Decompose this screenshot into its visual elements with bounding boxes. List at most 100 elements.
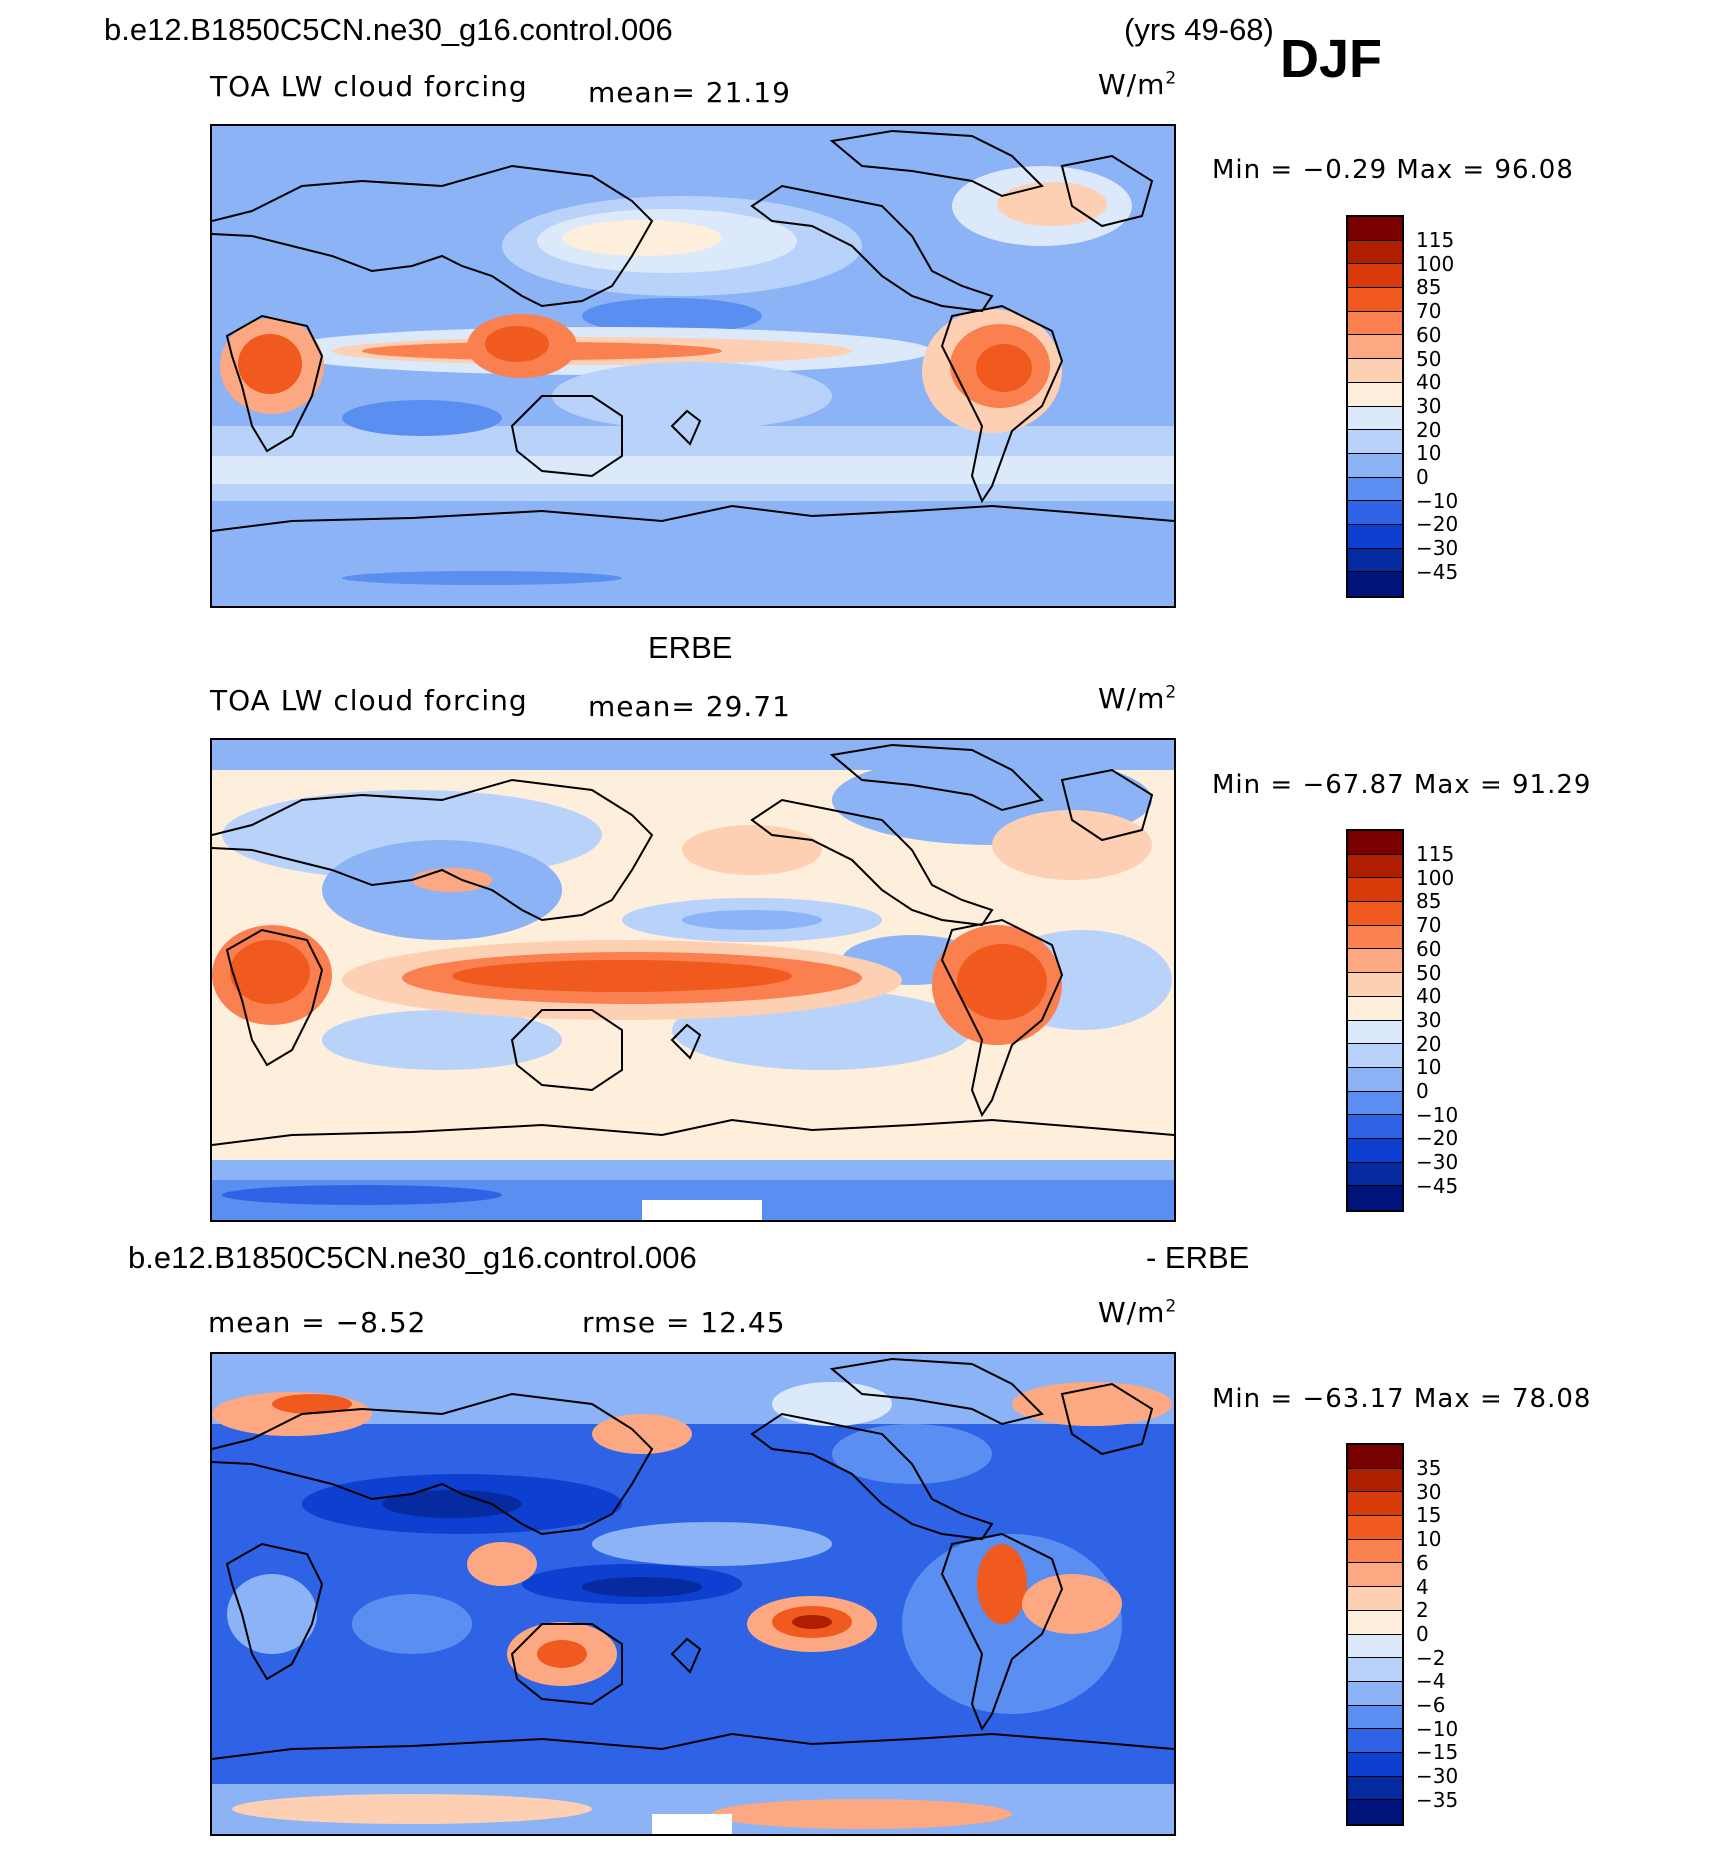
colorbar-swatch	[1348, 1516, 1402, 1540]
colorbar-label: 10	[1416, 1055, 1442, 1080]
colorbar-label: −10	[1416, 488, 1459, 513]
colorbar-swatch	[1348, 854, 1402, 879]
colorbar-swatch	[1348, 288, 1402, 312]
colorbar-label: −45	[1416, 559, 1459, 584]
colorbar-swatch	[1348, 1020, 1402, 1045]
colorbar-swatch	[1348, 1044, 1402, 1068]
panel2-map	[210, 738, 1176, 1222]
colorbar-swatch	[1348, 430, 1402, 454]
panel1-colorbar	[1346, 215, 1404, 598]
colorbar-swatch	[1348, 477, 1402, 502]
colorbar-swatch	[1348, 524, 1402, 549]
colorbar-label: 100	[1416, 865, 1455, 890]
colorbar-swatch	[1348, 311, 1402, 336]
colorbar-label: 30	[1416, 393, 1442, 418]
colorbar-swatch	[1348, 1776, 1402, 1801]
colorbar-label: 115	[1416, 842, 1455, 866]
colorbar-label: −6	[1416, 1693, 1446, 1717]
colorbar-label: −35	[1416, 1787, 1459, 1812]
colorbar-label: 100	[1416, 251, 1455, 276]
colorbar-label: 0	[1416, 1621, 1429, 1646]
colorbar-swatch	[1348, 1705, 1402, 1730]
colorbar-swatch	[1348, 973, 1402, 997]
colorbar-swatch	[1348, 1729, 1402, 1753]
colorbar-label: −2	[1416, 1645, 1446, 1670]
colorbar-swatch	[1348, 1445, 1402, 1469]
colorbar-swatch	[1348, 1067, 1402, 1092]
panel1-map	[210, 124, 1176, 608]
colorbar-swatch	[1348, 217, 1402, 241]
colorbar-label: 2	[1416, 1598, 1429, 1623]
colorbar-swatch	[1348, 1681, 1402, 1706]
colorbar-swatch	[1348, 831, 1402, 855]
colorbar-swatch	[1348, 572, 1402, 596]
colorbar-swatch	[1348, 878, 1402, 903]
colorbar-label: −30	[1416, 1764, 1459, 1789]
colorbar-swatch	[1348, 264, 1402, 289]
colorbar-label: −20	[1416, 1126, 1459, 1151]
colorbar-label: −20	[1416, 512, 1459, 537]
colorbar-swatch	[1348, 925, 1402, 950]
colorbar-label: 115	[1416, 228, 1455, 252]
colorbar-swatch	[1348, 1186, 1402, 1210]
case-title: b.e12.B1850C5CN.ne30_g16.control.006	[104, 12, 673, 47]
colorbar-label: −4	[1416, 1669, 1446, 1694]
panel1-mean: mean= 21.19	[588, 76, 791, 109]
colorbar-label: 20	[1416, 417, 1442, 442]
colorbar-swatch	[1348, 1091, 1402, 1116]
colorbar-label: 70	[1416, 299, 1442, 324]
colorbar-swatch	[1348, 1658, 1402, 1682]
colorbar-swatch	[1348, 1162, 1402, 1187]
colorbar-label: 10	[1416, 1527, 1442, 1552]
colorbar-swatch	[1348, 949, 1402, 974]
colorbar-label: 70	[1416, 913, 1442, 938]
panel3-colorbar	[1346, 1443, 1404, 1826]
colorbar-label: 10	[1416, 441, 1442, 466]
panel2-mean: mean= 29.71	[588, 690, 791, 723]
panel3-mean: mean = −8.52	[208, 1306, 427, 1339]
colorbar-swatch	[1348, 548, 1402, 573]
colorbar-label: 4	[1416, 1574, 1429, 1599]
colorbar-swatch	[1348, 453, 1402, 478]
colorbar-label: 85	[1416, 889, 1442, 914]
colorbar-swatch	[1348, 1563, 1402, 1588]
colorbar-label: 60	[1416, 936, 1442, 961]
panel2-minmax: Min = −67.87 Max = 91.29	[1212, 770, 1592, 800]
panel1-minmax: Min = −0.29 Max = 96.08	[1212, 155, 1574, 185]
panel3-rmse: rmse = 12.45	[582, 1306, 786, 1339]
colorbar-swatch	[1348, 359, 1402, 383]
colorbar-label: −10	[1416, 1102, 1459, 1127]
colorbar-label: 20	[1416, 1031, 1442, 1056]
panel3-minmax: Min = −63.17 Max = 78.08	[1212, 1384, 1592, 1414]
colorbar-swatch	[1348, 1752, 1402, 1777]
colorbar-label: −30	[1416, 536, 1459, 561]
colorbar-swatch	[1348, 1539, 1402, 1564]
colorbar-label: 30	[1416, 1007, 1442, 1032]
panel3-minus: - ERBE	[1146, 1240, 1250, 1275]
colorbar-swatch	[1348, 335, 1402, 360]
panel3-map-svg	[212, 1354, 1174, 1834]
colorbar-swatch	[1348, 1138, 1402, 1163]
colorbar-swatch	[1348, 902, 1402, 926]
colorbar-swatch	[1348, 1800, 1402, 1824]
colorbar-swatch	[1348, 1492, 1402, 1517]
colorbar-label: 60	[1416, 322, 1442, 347]
colorbar-swatch	[1348, 1115, 1402, 1139]
colorbar-label: 0	[1416, 465, 1429, 489]
colorbar-label: −45	[1416, 1173, 1459, 1198]
season-label: DJF	[1280, 29, 1383, 89]
years-label: (yrs 49-68)	[1124, 12, 1274, 47]
colorbar-swatch	[1348, 1634, 1402, 1659]
colorbar-swatch	[1348, 1610, 1402, 1635]
colorbar-label: 40	[1416, 370, 1442, 395]
panel3-case: b.e12.B1850C5CN.ne30_g16.control.006	[128, 1240, 697, 1275]
colorbar-label: −15	[1416, 1740, 1459, 1765]
colorbar-swatch	[1348, 1468, 1402, 1493]
colorbar-swatch	[1348, 382, 1402, 407]
colorbar-label: 35	[1416, 1456, 1442, 1480]
panel2-colorbar	[1346, 829, 1404, 1212]
panel2-variable: TOA LW cloud forcing	[210, 684, 528, 717]
colorbar-label: 85	[1416, 275, 1442, 300]
panel1-units: W/m2	[1098, 68, 1178, 101]
colorbar-label: −10	[1416, 1716, 1459, 1741]
